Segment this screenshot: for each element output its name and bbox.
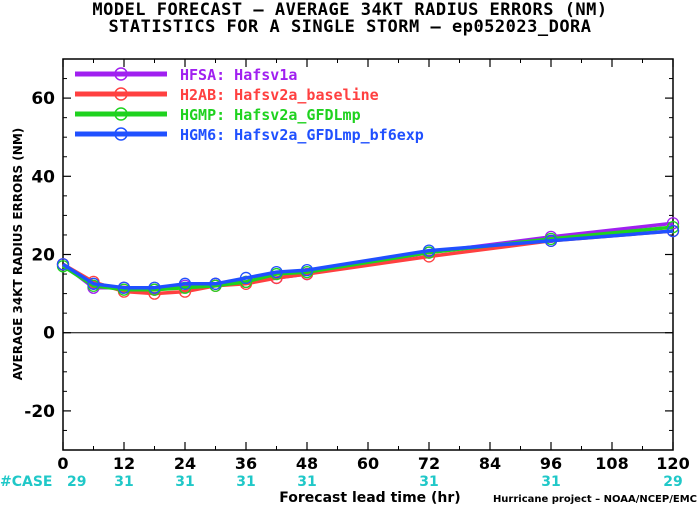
y-axis-label: AVERAGE 34KT RADIUS ERRORS (NM) bbox=[11, 128, 25, 380]
x-tick-label: 72 bbox=[418, 454, 440, 473]
data-point-hgm6 bbox=[178, 277, 192, 290]
legend-label-hgmp: HGMP: Hafsv2a_GFDLmp bbox=[180, 106, 361, 124]
case-label: #CASE bbox=[0, 474, 53, 490]
plot-frame bbox=[62, 58, 674, 451]
data-point-hgm6 bbox=[300, 263, 314, 277]
y-tick-label: 0 bbox=[43, 324, 55, 344]
x-tick-label: 60 bbox=[357, 454, 379, 473]
series-line-hgm6 bbox=[62, 229, 674, 290]
data-point-hgm6 bbox=[422, 244, 436, 257]
legend-marker-hgmp bbox=[114, 107, 128, 121]
legend-marker-hfsa bbox=[114, 67, 128, 81]
data-point-hgm6 bbox=[209, 277, 222, 290]
data-point-hgm6 bbox=[87, 277, 100, 290]
x-tick-label: 48 bbox=[296, 454, 318, 473]
series-line-hgmp bbox=[62, 225, 674, 292]
case-count: 31 bbox=[419, 474, 438, 490]
chart-title-line1: MODEL FORECAST – AVERAGE 34KT RADIUS ERR… bbox=[92, 0, 608, 20]
chart-title-line2: STATISTICS FOR A SINGLE STORM – ep052023… bbox=[108, 17, 592, 37]
legend-label-hfsa: HFSA: Hafsv1a bbox=[180, 66, 297, 84]
x-axis-label: Forecast lead time (hr) bbox=[279, 490, 460, 506]
data-point-hgm6 bbox=[239, 271, 253, 285]
legend-marker-hgm6 bbox=[114, 127, 128, 141]
data-point-hgm6 bbox=[544, 234, 558, 247]
credit-text: Hurricane project – NOAA/NCEP/EMC bbox=[493, 494, 697, 505]
legend-marker-h2ab bbox=[114, 87, 128, 101]
case-count: 31 bbox=[236, 474, 255, 490]
data-point-hgm6 bbox=[117, 281, 131, 294]
x-tick-label: 0 bbox=[57, 454, 68, 473]
y-tick-label: 40 bbox=[31, 167, 55, 187]
x-tick-label: 120 bbox=[656, 454, 689, 473]
y-tick-label: -20 bbox=[24, 402, 55, 422]
data-point-hgm6 bbox=[666, 224, 680, 238]
y-tick-label: 60 bbox=[31, 89, 55, 109]
case-count: 31 bbox=[114, 474, 133, 490]
x-tick-label: 24 bbox=[174, 454, 196, 473]
legend-label-h2ab: H2AB: Hafsv2a_baseline bbox=[180, 86, 379, 104]
case-count: 29 bbox=[67, 474, 86, 490]
data-point-hgm6 bbox=[270, 265, 283, 279]
legend-label-hgm6: HGM6: Hafsv2a_GFDLmp_bf6exp bbox=[180, 126, 424, 144]
case-count: 31 bbox=[541, 474, 560, 490]
data-point-hgm6 bbox=[56, 258, 70, 271]
x-tick-label: 96 bbox=[540, 454, 562, 473]
case-count: 29 bbox=[663, 474, 682, 490]
case-count: 31 bbox=[175, 474, 194, 490]
y-tick-label: 20 bbox=[31, 246, 55, 266]
case-count: 31 bbox=[297, 474, 316, 490]
series-line-hfsa bbox=[61, 221, 674, 292]
x-tick-label: 84 bbox=[479, 454, 501, 473]
x-tick-label: 36 bbox=[235, 454, 257, 473]
x-tick-label: 12 bbox=[113, 454, 135, 473]
data-point-hgm6 bbox=[148, 281, 161, 294]
x-tick-label: 108 bbox=[595, 454, 628, 473]
